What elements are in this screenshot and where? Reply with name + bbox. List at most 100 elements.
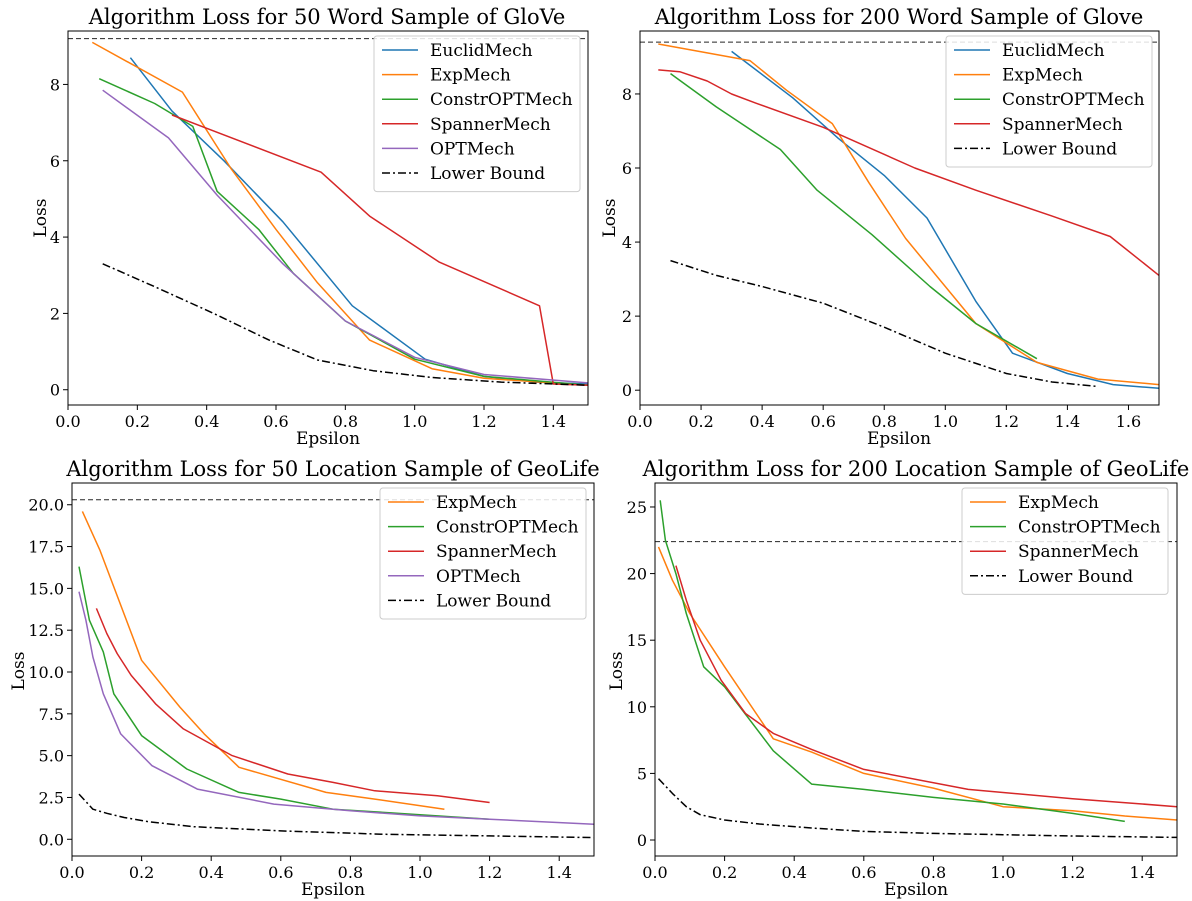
y-tick-label: 0 — [637, 831, 647, 850]
legend-label-euclidmech: EuclidMech — [1002, 41, 1105, 61]
legend-label-constroptmech: ConstrOPTMech — [436, 518, 579, 538]
legend-label-lower-bound: Lower Bound — [1018, 567, 1133, 587]
x-tick-label: 0.6 — [851, 863, 876, 882]
y-axis-label: Loss — [31, 199, 51, 238]
y-tick-label: 2 — [50, 304, 60, 323]
x-tick-label: 0.2 — [712, 863, 737, 882]
plot-frame — [67, 30, 589, 406]
series-line-constroptmech — [659, 500, 1125, 823]
x-tick-label: 1.4 — [541, 412, 566, 431]
legend: EuclidMech ExpMech ConstrOPTMech SpannerMec… — [373, 35, 581, 193]
y-tick-label: 6 — [622, 159, 632, 178]
x-tick-label: 0.8 — [921, 863, 946, 882]
x-tick-label: 1.4 — [1055, 412, 1080, 431]
series-line-spannermech — [95, 608, 490, 804]
legend-label-lower-bound: Lower Bound — [436, 591, 551, 611]
y-tick-label: 17.5 — [28, 538, 64, 557]
x-tick-label: 1.2 — [1060, 863, 1085, 882]
legend-label-spannermech: SpannerMech — [1002, 115, 1123, 135]
x-tick-label: 0.0 — [55, 412, 80, 431]
y-axis-label: Loss — [600, 199, 620, 238]
x-axis-label: Epsilon — [301, 880, 365, 900]
series-line-lower-bound — [670, 259, 1098, 388]
series-line-optmech — [78, 591, 594, 825]
plot-frame — [639, 30, 1160, 406]
x-tick-label: 0.0 — [59, 863, 84, 882]
y-axis-label: Loss — [9, 652, 29, 691]
series-line-expmech — [91, 41, 588, 386]
y-tick-label: 12.5 — [28, 621, 64, 640]
legend-label-expmech: ExpMech — [1002, 66, 1083, 86]
legend-label-expmech: ExpMech — [436, 493, 517, 513]
series-line-spannermech — [171, 114, 588, 386]
chart-panel-glove-200: Algorithm Loss for 200 Word Sample of Gl… — [600, 5, 1160, 449]
x-tick-label: 1.0 — [990, 863, 1015, 882]
chart-panel-geolife-200: Algorithm Loss for 200 Location Sample o… — [607, 457, 1189, 900]
legend-label-euclidmech: EuclidMech — [430, 41, 533, 61]
y-tick-label: 8 — [622, 85, 632, 104]
x-axis-label: Epsilon — [296, 429, 360, 449]
plot-frame — [654, 482, 1178, 857]
series-line-constroptmech — [670, 72, 1038, 360]
x-tick-label: 0.4 — [194, 412, 219, 431]
y-tick-label: 20 — [627, 565, 647, 584]
x-tick-label: 1.0 — [407, 863, 432, 882]
chart-title: Algorithm Loss for 50 Location Sample of… — [65, 457, 599, 481]
legend-label-expmech: ExpMech — [1018, 493, 1099, 513]
y-axis-label: Loss — [607, 652, 627, 691]
legend-label-constroptmech: ConstrOPTMech — [430, 90, 573, 110]
series-line-expmech — [81, 511, 445, 810]
legend-box — [373, 35, 581, 193]
x-tick-label: 1.6 — [1116, 412, 1141, 431]
y-tick-label: 15 — [627, 631, 647, 650]
y-tick-label: 8 — [50, 75, 60, 94]
legend-label-optmech: OPTMech — [430, 139, 515, 159]
x-tick-label: 1.4 — [1129, 863, 1154, 882]
legend-label-lower-bound: Lower Bound — [1002, 139, 1117, 159]
legend-label-optmech: OPTMech — [436, 567, 521, 587]
chart-title: Algorithm Loss for 200 Word Sample of Gl… — [654, 5, 1144, 29]
legend-label-spannermech: SpannerMech — [1018, 542, 1139, 562]
y-tick-label: 5.0 — [39, 747, 64, 766]
x-tick-label: 0.8 — [333, 412, 358, 431]
series-line-expmech — [657, 546, 1177, 821]
legend: ExpMech ConstrOPTMech SpannerMech Lower Bou… — [961, 487, 1169, 595]
y-tick-label: 10 — [627, 698, 647, 717]
legend-label-spannermech: SpannerMech — [430, 115, 551, 135]
chart-title: Algorithm Loss for 200 Location Sample o… — [642, 457, 1190, 481]
x-tick-label: 1.2 — [994, 412, 1019, 431]
legend: EuclidMech ExpMech ConstrOPTMech SpannerMec… — [945, 35, 1153, 168]
y-tick-label: 0 — [50, 381, 60, 400]
legend: ExpMech ConstrOPTMech SpannerMech OPTMech Lo… — [379, 487, 587, 620]
legend-box — [379, 487, 587, 620]
x-axis-label: Epsilon — [867, 429, 931, 449]
legend-box — [961, 487, 1169, 595]
x-tick-label: 0.2 — [688, 412, 713, 431]
y-tick-label: 4 — [50, 228, 60, 247]
x-tick-label: 1.0 — [933, 412, 958, 431]
x-axis-label: Epsilon — [884, 880, 948, 900]
x-tick-label: 0.0 — [627, 412, 652, 431]
y-tick-label: 25 — [627, 498, 647, 517]
y-tick-label: 2.5 — [39, 788, 64, 807]
y-tick-label: 0.0 — [39, 830, 64, 849]
y-tick-label: 4 — [622, 233, 632, 252]
x-tick-label: 0.0 — [642, 863, 667, 882]
x-tick-label: 0.4 — [749, 412, 774, 431]
chart-panel-geolife-50: Algorithm Loss for 50 Location Sample of… — [9, 457, 600, 900]
series-line-spannermech — [675, 565, 1177, 808]
x-tick-label: 0.2 — [129, 863, 154, 882]
series-line-spannermech — [658, 69, 1159, 276]
series-line-constroptmech — [78, 566, 490, 820]
series-line-euclidmech — [731, 50, 1159, 390]
x-tick-label: 0.6 — [268, 863, 293, 882]
legend-label-constroptmech: ConstrOPTMech — [1002, 90, 1145, 110]
plot-frame — [71, 482, 595, 857]
series-line-lower-bound — [78, 793, 594, 839]
y-tick-label: 5 — [637, 764, 647, 783]
legend-label-constroptmech: ConstrOPTMech — [1018, 518, 1161, 538]
chart-panel-glove-50: Algorithm Loss for 50 Word Sample of Glo… — [31, 5, 589, 449]
legend-label-lower-bound: Lower Bound — [430, 164, 545, 184]
y-tick-label: 2 — [622, 307, 632, 326]
